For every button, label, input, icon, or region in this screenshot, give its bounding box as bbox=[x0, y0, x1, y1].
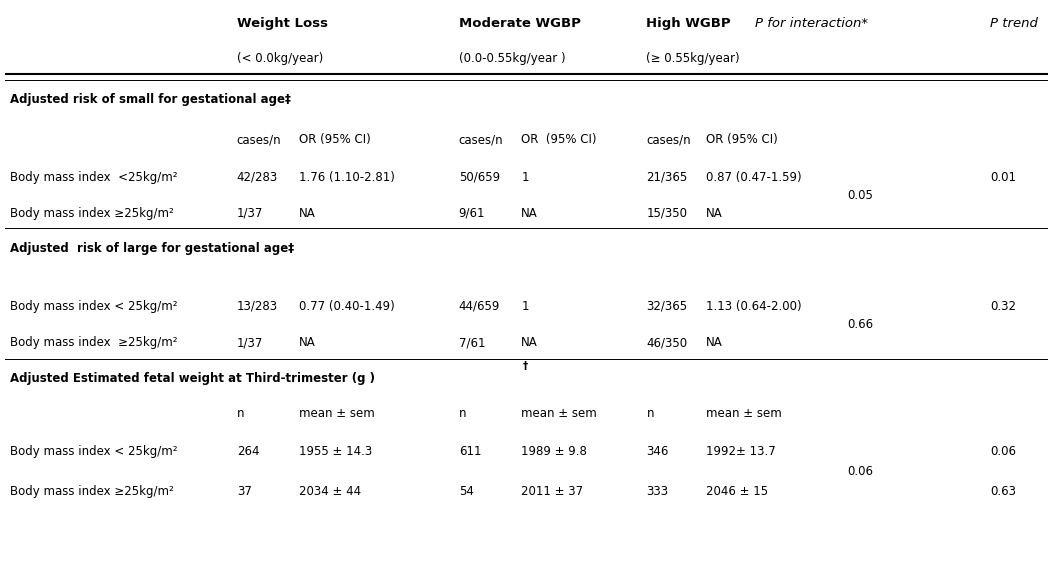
Text: 54: 54 bbox=[459, 485, 474, 498]
Text: 611: 611 bbox=[459, 445, 481, 458]
Text: 15/350: 15/350 bbox=[647, 207, 688, 220]
Text: 0.06: 0.06 bbox=[991, 445, 1016, 458]
Text: cases/n: cases/n bbox=[237, 133, 281, 146]
Text: 1.13 (0.64-2.00): 1.13 (0.64-2.00) bbox=[706, 300, 801, 313]
Text: NA: NA bbox=[521, 207, 538, 220]
Text: 44/659: 44/659 bbox=[459, 300, 500, 313]
Text: NA: NA bbox=[299, 207, 316, 220]
Text: 2011 ± 37: 2011 ± 37 bbox=[521, 485, 583, 498]
Text: 264: 264 bbox=[237, 445, 259, 458]
Text: P trend: P trend bbox=[991, 17, 1038, 30]
Text: 0.01: 0.01 bbox=[991, 171, 1016, 184]
Text: n: n bbox=[459, 407, 466, 420]
Text: 333: 333 bbox=[647, 485, 669, 498]
Text: Adjusted Estimated fetal weight at Third-trimester (g ): Adjusted Estimated fetal weight at Third… bbox=[11, 372, 376, 386]
Text: Moderate WGBP: Moderate WGBP bbox=[459, 17, 580, 30]
Text: 0.32: 0.32 bbox=[991, 300, 1016, 313]
Text: 1.76 (1.10-2.81): 1.76 (1.10-2.81) bbox=[299, 171, 395, 184]
Text: (≥ 0.55kg/year): (≥ 0.55kg/year) bbox=[647, 52, 740, 65]
Text: High WGBP: High WGBP bbox=[647, 17, 731, 30]
Text: OR (95% CI): OR (95% CI) bbox=[706, 133, 777, 146]
Text: mean ± sem: mean ± sem bbox=[521, 407, 597, 420]
Text: 13/283: 13/283 bbox=[237, 300, 278, 313]
Text: †: † bbox=[522, 361, 528, 371]
Text: n: n bbox=[237, 407, 244, 420]
Text: 1992± 13.7: 1992± 13.7 bbox=[706, 445, 776, 458]
Text: OR (95% CI): OR (95% CI) bbox=[299, 133, 371, 146]
Text: 2034 ± 44: 2034 ± 44 bbox=[299, 485, 361, 498]
Text: 32/365: 32/365 bbox=[647, 300, 688, 313]
Text: Body mass index < 25kg/m²: Body mass index < 25kg/m² bbox=[11, 445, 178, 458]
Text: n: n bbox=[647, 407, 654, 420]
Text: 37: 37 bbox=[237, 485, 252, 498]
Text: NA: NA bbox=[706, 336, 722, 349]
Text: NA: NA bbox=[706, 207, 722, 220]
Text: 1/37: 1/37 bbox=[237, 336, 263, 349]
Text: 46/350: 46/350 bbox=[647, 336, 688, 349]
Text: 7/61: 7/61 bbox=[459, 336, 485, 349]
Text: Adjusted  risk of large for gestational age‡: Adjusted risk of large for gestational a… bbox=[11, 242, 295, 255]
Text: Adjusted risk of small for gestational age‡: Adjusted risk of small for gestational a… bbox=[11, 93, 292, 106]
Text: P for interaction*: P for interaction* bbox=[755, 17, 869, 30]
Text: 42/283: 42/283 bbox=[237, 171, 278, 184]
Text: (0.0-0.55kg/year ): (0.0-0.55kg/year ) bbox=[459, 52, 565, 65]
Text: 0.63: 0.63 bbox=[991, 485, 1016, 498]
Text: Body mass index  ≥25kg/m²: Body mass index ≥25kg/m² bbox=[11, 336, 178, 349]
Text: 346: 346 bbox=[647, 445, 669, 458]
Text: 0.06: 0.06 bbox=[848, 465, 874, 478]
Text: 1/37: 1/37 bbox=[237, 207, 263, 220]
Text: 0.66: 0.66 bbox=[848, 318, 874, 331]
Text: 1: 1 bbox=[521, 300, 529, 313]
Text: 50/659: 50/659 bbox=[459, 171, 500, 184]
Text: NA: NA bbox=[299, 336, 316, 349]
Text: 0.77 (0.40-1.49): 0.77 (0.40-1.49) bbox=[299, 300, 395, 313]
Text: Body mass index < 25kg/m²: Body mass index < 25kg/m² bbox=[11, 300, 178, 313]
Text: 0.87 (0.47-1.59): 0.87 (0.47-1.59) bbox=[706, 171, 801, 184]
Text: mean ± sem: mean ± sem bbox=[706, 407, 781, 420]
Text: mean ± sem: mean ± sem bbox=[299, 407, 375, 420]
Text: cases/n: cases/n bbox=[647, 133, 691, 146]
Text: 1955 ± 14.3: 1955 ± 14.3 bbox=[299, 445, 373, 458]
Text: Body mass index  <25kg/m²: Body mass index <25kg/m² bbox=[11, 171, 178, 184]
Text: (< 0.0kg/year): (< 0.0kg/year) bbox=[237, 52, 323, 65]
Text: Body mass index ≥25kg/m²: Body mass index ≥25kg/m² bbox=[11, 207, 174, 220]
Text: cases/n: cases/n bbox=[459, 133, 503, 146]
Text: 21/365: 21/365 bbox=[647, 171, 688, 184]
Text: 1989 ± 9.8: 1989 ± 9.8 bbox=[521, 445, 588, 458]
Text: Weight Loss: Weight Loss bbox=[237, 17, 327, 30]
Text: 9/61: 9/61 bbox=[459, 207, 485, 220]
Text: 1: 1 bbox=[521, 171, 529, 184]
Text: NA: NA bbox=[521, 336, 538, 349]
Text: Body mass index ≥25kg/m²: Body mass index ≥25kg/m² bbox=[11, 485, 174, 498]
Text: 2046 ± 15: 2046 ± 15 bbox=[706, 485, 768, 498]
Text: 0.05: 0.05 bbox=[848, 189, 873, 202]
Text: OR  (95% CI): OR (95% CI) bbox=[521, 133, 597, 146]
